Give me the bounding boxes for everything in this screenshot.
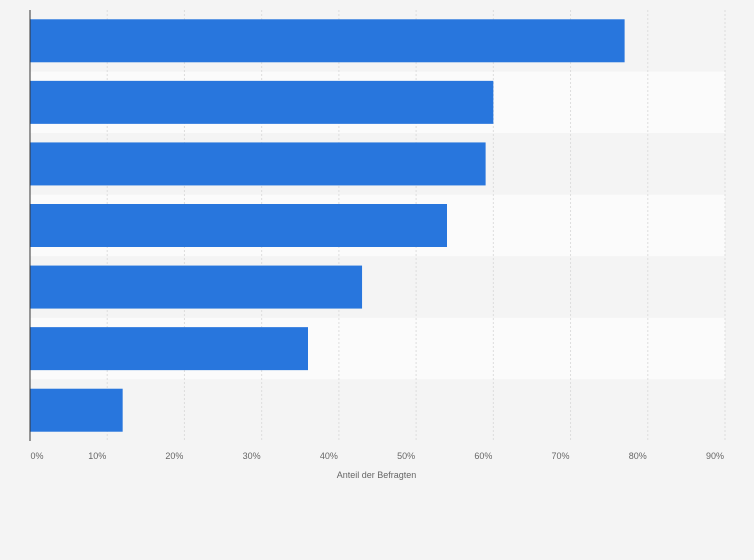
- row-band: [30, 379, 725, 441]
- bar[interactable]: [30, 204, 447, 247]
- bar[interactable]: [30, 142, 486, 186]
- x-tick-label: 50%: [397, 451, 415, 461]
- x-tick-label: 70%: [552, 451, 570, 461]
- x-tick-label: 0%: [30, 451, 43, 461]
- x-tick-label: 30%: [243, 451, 261, 461]
- bar[interactable]: [30, 19, 625, 63]
- x-tick-label: 90%: [706, 451, 724, 461]
- bar[interactable]: [30, 80, 494, 124]
- bar[interactable]: [30, 265, 363, 309]
- bar[interactable]: [30, 388, 123, 432]
- x-tick-label: 20%: [165, 451, 183, 461]
- x-tick-label: 40%: [320, 451, 338, 461]
- bars: [30, 19, 625, 432]
- x-tick-labels: 0% 10% 20% 30% 40% 50% 60% 70% 80% 90%: [30, 451, 724, 461]
- x-axis-title: Anteil der Befragten: [337, 470, 417, 480]
- x-tick-label: 60%: [474, 451, 492, 461]
- bar[interactable]: [30, 327, 308, 371]
- x-tick-label: 80%: [629, 451, 647, 461]
- x-tick-label: 10%: [88, 451, 106, 461]
